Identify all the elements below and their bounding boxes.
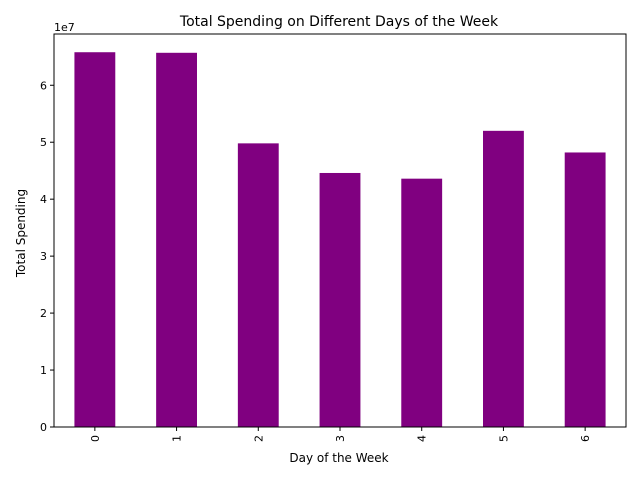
x-tick-label: 1 bbox=[171, 435, 184, 442]
y-axis-label: Total Spending bbox=[14, 189, 28, 278]
x-tick-label: 5 bbox=[497, 435, 510, 442]
bar-day-1 bbox=[156, 52, 197, 427]
y-tick-label: 4 bbox=[40, 193, 47, 206]
bar-day-0 bbox=[74, 52, 116, 428]
x-tick-label: 2 bbox=[252, 435, 265, 442]
x-tick-label: 6 bbox=[579, 435, 592, 442]
x-axis-label: Day of the Week bbox=[289, 451, 388, 465]
bar-day-4 bbox=[401, 178, 443, 427]
plot-frame bbox=[53, 33, 627, 428]
x-tick-label: 4 bbox=[416, 435, 429, 442]
chart-title: Total Spending on Different Days of the … bbox=[179, 14, 499, 30]
bars-group bbox=[74, 52, 606, 428]
x-tick-label: 3 bbox=[334, 435, 347, 442]
bar-day-6 bbox=[564, 152, 606, 428]
y-axis-offset-text: 1e7 bbox=[54, 21, 75, 34]
x-tick-label: 0 bbox=[89, 435, 102, 442]
bar-day-2 bbox=[237, 143, 279, 428]
y-tick-label: 0 bbox=[40, 421, 47, 434]
y-tick-label: 1 bbox=[40, 364, 47, 377]
y-tick-label: 3 bbox=[40, 250, 47, 263]
y-tick-label: 2 bbox=[40, 307, 47, 320]
y-tick-label: 5 bbox=[40, 136, 47, 149]
y-tick-label: 6 bbox=[40, 79, 47, 92]
bar-day-5 bbox=[483, 130, 524, 427]
y-ticks-group: 0 1 2 3 4 5 6 bbox=[40, 79, 54, 434]
bar-day-3 bbox=[319, 172, 361, 427]
x-ticks-group: 0 1 2 3 4 5 6 bbox=[89, 427, 592, 442]
